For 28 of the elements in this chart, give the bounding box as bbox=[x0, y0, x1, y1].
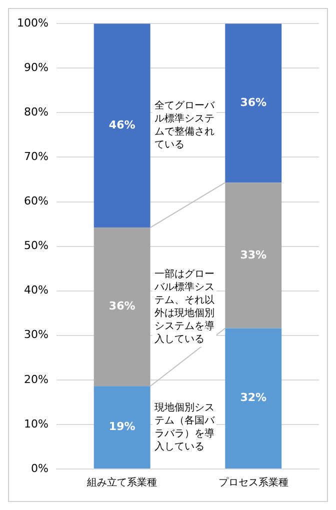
y-tick-label: 60% bbox=[24, 194, 48, 208]
bar bbox=[225, 328, 282, 468]
y-tick-label: 80% bbox=[24, 106, 48, 119]
series-label: 全てグローバル標準システムで整備されている bbox=[154, 100, 216, 151]
y-tick-label: 90% bbox=[24, 61, 48, 74]
y-tick-label: 40% bbox=[24, 284, 48, 297]
y-tick-label: 20% bbox=[24, 372, 48, 386]
x-tick-label: プロセス系業種 bbox=[218, 476, 288, 489]
y-tick-label: 100% bbox=[16, 16, 48, 30]
data-label: 33% bbox=[240, 248, 267, 262]
bar bbox=[94, 228, 150, 386]
series-label: 一部はグローバル標準システム、それ以外は現地個別システムを導入している bbox=[153, 268, 214, 345]
y-tick-label: 10% bbox=[24, 417, 48, 430]
data-label: 32% bbox=[240, 391, 267, 404]
y-tick-label: 30% bbox=[24, 328, 48, 342]
bar bbox=[225, 24, 282, 183]
data-label: 36% bbox=[240, 96, 267, 109]
bar bbox=[94, 24, 150, 228]
y-tick-label: 70% bbox=[24, 150, 48, 164]
data-label: 36% bbox=[108, 300, 136, 313]
y-tick-label: 0% bbox=[30, 462, 48, 475]
x-tick-label: 組み立て系業種 bbox=[86, 476, 158, 489]
data-label: 19% bbox=[108, 420, 136, 434]
bar bbox=[94, 386, 150, 468]
data-label: 46% bbox=[108, 118, 136, 132]
y-tick-label: 50% bbox=[24, 239, 48, 252]
bar bbox=[225, 182, 282, 328]
series-label: 現地個別システム（各国バラバラ）を導入している bbox=[154, 401, 216, 452]
